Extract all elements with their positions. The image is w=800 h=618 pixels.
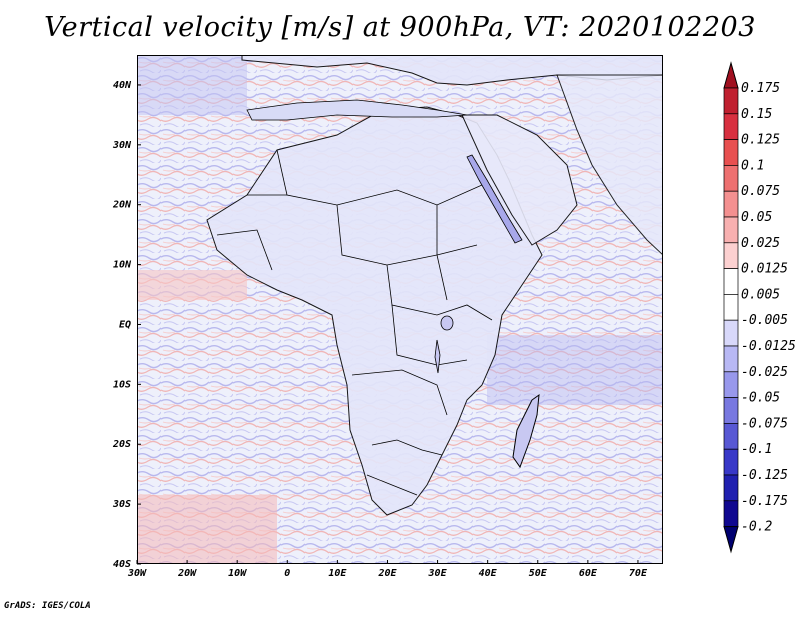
plot-frame bbox=[137, 55, 663, 564]
colorbar-label: -0.175 bbox=[741, 494, 788, 509]
colorbar-label: 0.075 bbox=[741, 184, 780, 199]
colorbar-segment bbox=[723, 500, 739, 527]
lon-tick-label: 0 bbox=[284, 568, 290, 579]
lat-tick-label: 10S bbox=[113, 379, 131, 390]
colorbar-label: -0.05 bbox=[741, 391, 780, 406]
colorbar-label: -0.025 bbox=[741, 365, 788, 380]
mediterranean bbox=[246, 99, 468, 121]
lon-tick-label: 30W bbox=[127, 568, 147, 579]
blue-band-ocean bbox=[487, 335, 663, 405]
lon-tick-label: 10W bbox=[228, 568, 247, 579]
red-sea bbox=[466, 154, 523, 244]
colorbar-segment bbox=[723, 87, 739, 115]
lat-tick-label: 20N bbox=[112, 200, 132, 211]
colorbar-label: -0.075 bbox=[741, 416, 788, 431]
red-band-itcz bbox=[137, 270, 247, 300]
colorbar: 0.175 0.15 0.125 0.1 0.075 0.05 0.025 0.0125 0.0… bbox=[723, 61, 796, 554]
colorbar-label: 0.005 bbox=[741, 287, 780, 302]
colorbar-segment bbox=[723, 216, 739, 244]
colorbar-segment bbox=[723, 113, 739, 140]
colorbar-segment bbox=[723, 190, 739, 218]
lon-tick-label: 70E bbox=[629, 568, 648, 579]
colorbar-label: 0.0125 bbox=[741, 262, 788, 277]
chart-title: Vertical velocity [m/s] at 900hPa, VT: 2… bbox=[44, 12, 756, 43]
colorbar-label: 0.025 bbox=[741, 236, 780, 251]
colorbar-max-triangle bbox=[723, 61, 739, 89]
lon-tick-label: 20W bbox=[177, 568, 197, 579]
lat-tick-label: 10N bbox=[113, 260, 132, 271]
lon-tick-label: 10E bbox=[328, 568, 347, 579]
colorbar-label: -0.125 bbox=[741, 468, 788, 483]
colorbar-label: -0.2 bbox=[741, 520, 772, 535]
lat-tick-label: 30S bbox=[112, 499, 131, 510]
colorbar-min-triangle bbox=[723, 526, 739, 554]
colorbar-segment bbox=[723, 139, 739, 166]
colorbar-segment bbox=[723, 165, 739, 192]
colorbar-label: 0.125 bbox=[741, 133, 780, 148]
red-band-south bbox=[137, 495, 277, 564]
europe-outline bbox=[241, 55, 663, 86]
lon-tick-label: 60E bbox=[579, 568, 598, 579]
colorbar-label: -0.1 bbox=[741, 442, 772, 457]
colorbar-label: 0.05 bbox=[741, 210, 772, 225]
colorbar-label: 0.1 bbox=[741, 158, 764, 173]
colorbar-segment bbox=[723, 397, 739, 424]
colorbar-segment bbox=[723, 242, 739, 269]
colorbar-segment bbox=[723, 474, 739, 502]
asia-outline bbox=[556, 74, 663, 256]
lon-tick-label: 20E bbox=[377, 568, 397, 579]
colorbar-segment bbox=[723, 294, 739, 321]
grads-credit: GrADS: IGES/COLA bbox=[4, 601, 91, 611]
arabia-outline bbox=[461, 114, 578, 246]
colorbar-segment bbox=[723, 423, 739, 450]
lake-victoria bbox=[440, 315, 454, 331]
madagascar-outline bbox=[512, 393, 540, 469]
colorbar-label: -0.0125 bbox=[741, 339, 796, 354]
colorbar-label: 0.175 bbox=[741, 81, 780, 96]
colorbar-segment bbox=[723, 371, 739, 398]
lon-tick-label: 30E bbox=[428, 568, 448, 579]
lake-tanganyika bbox=[434, 339, 441, 374]
lat-tick-label: 20S bbox=[112, 439, 131, 450]
colorbar-segment bbox=[723, 345, 739, 373]
lon-tick-label: 50E bbox=[529, 568, 548, 579]
colorbar-label: -0.005 bbox=[741, 313, 788, 328]
lat-tick-label: 30N bbox=[112, 140, 132, 151]
map-panel bbox=[137, 55, 663, 564]
colorbar-segment bbox=[723, 448, 739, 476]
lat-tick-label: 40S bbox=[113, 559, 131, 570]
country-borders bbox=[216, 149, 493, 496]
colorbar-label: 0.15 bbox=[741, 107, 772, 122]
colorbar-segment bbox=[723, 319, 739, 347]
colorbar-segment bbox=[723, 268, 739, 295]
blue-band-north bbox=[137, 55, 247, 115]
lat-tick-label: EQ bbox=[119, 319, 131, 330]
lon-tick-label: 40E bbox=[479, 568, 498, 579]
lat-tick-label: 40N bbox=[113, 80, 132, 91]
